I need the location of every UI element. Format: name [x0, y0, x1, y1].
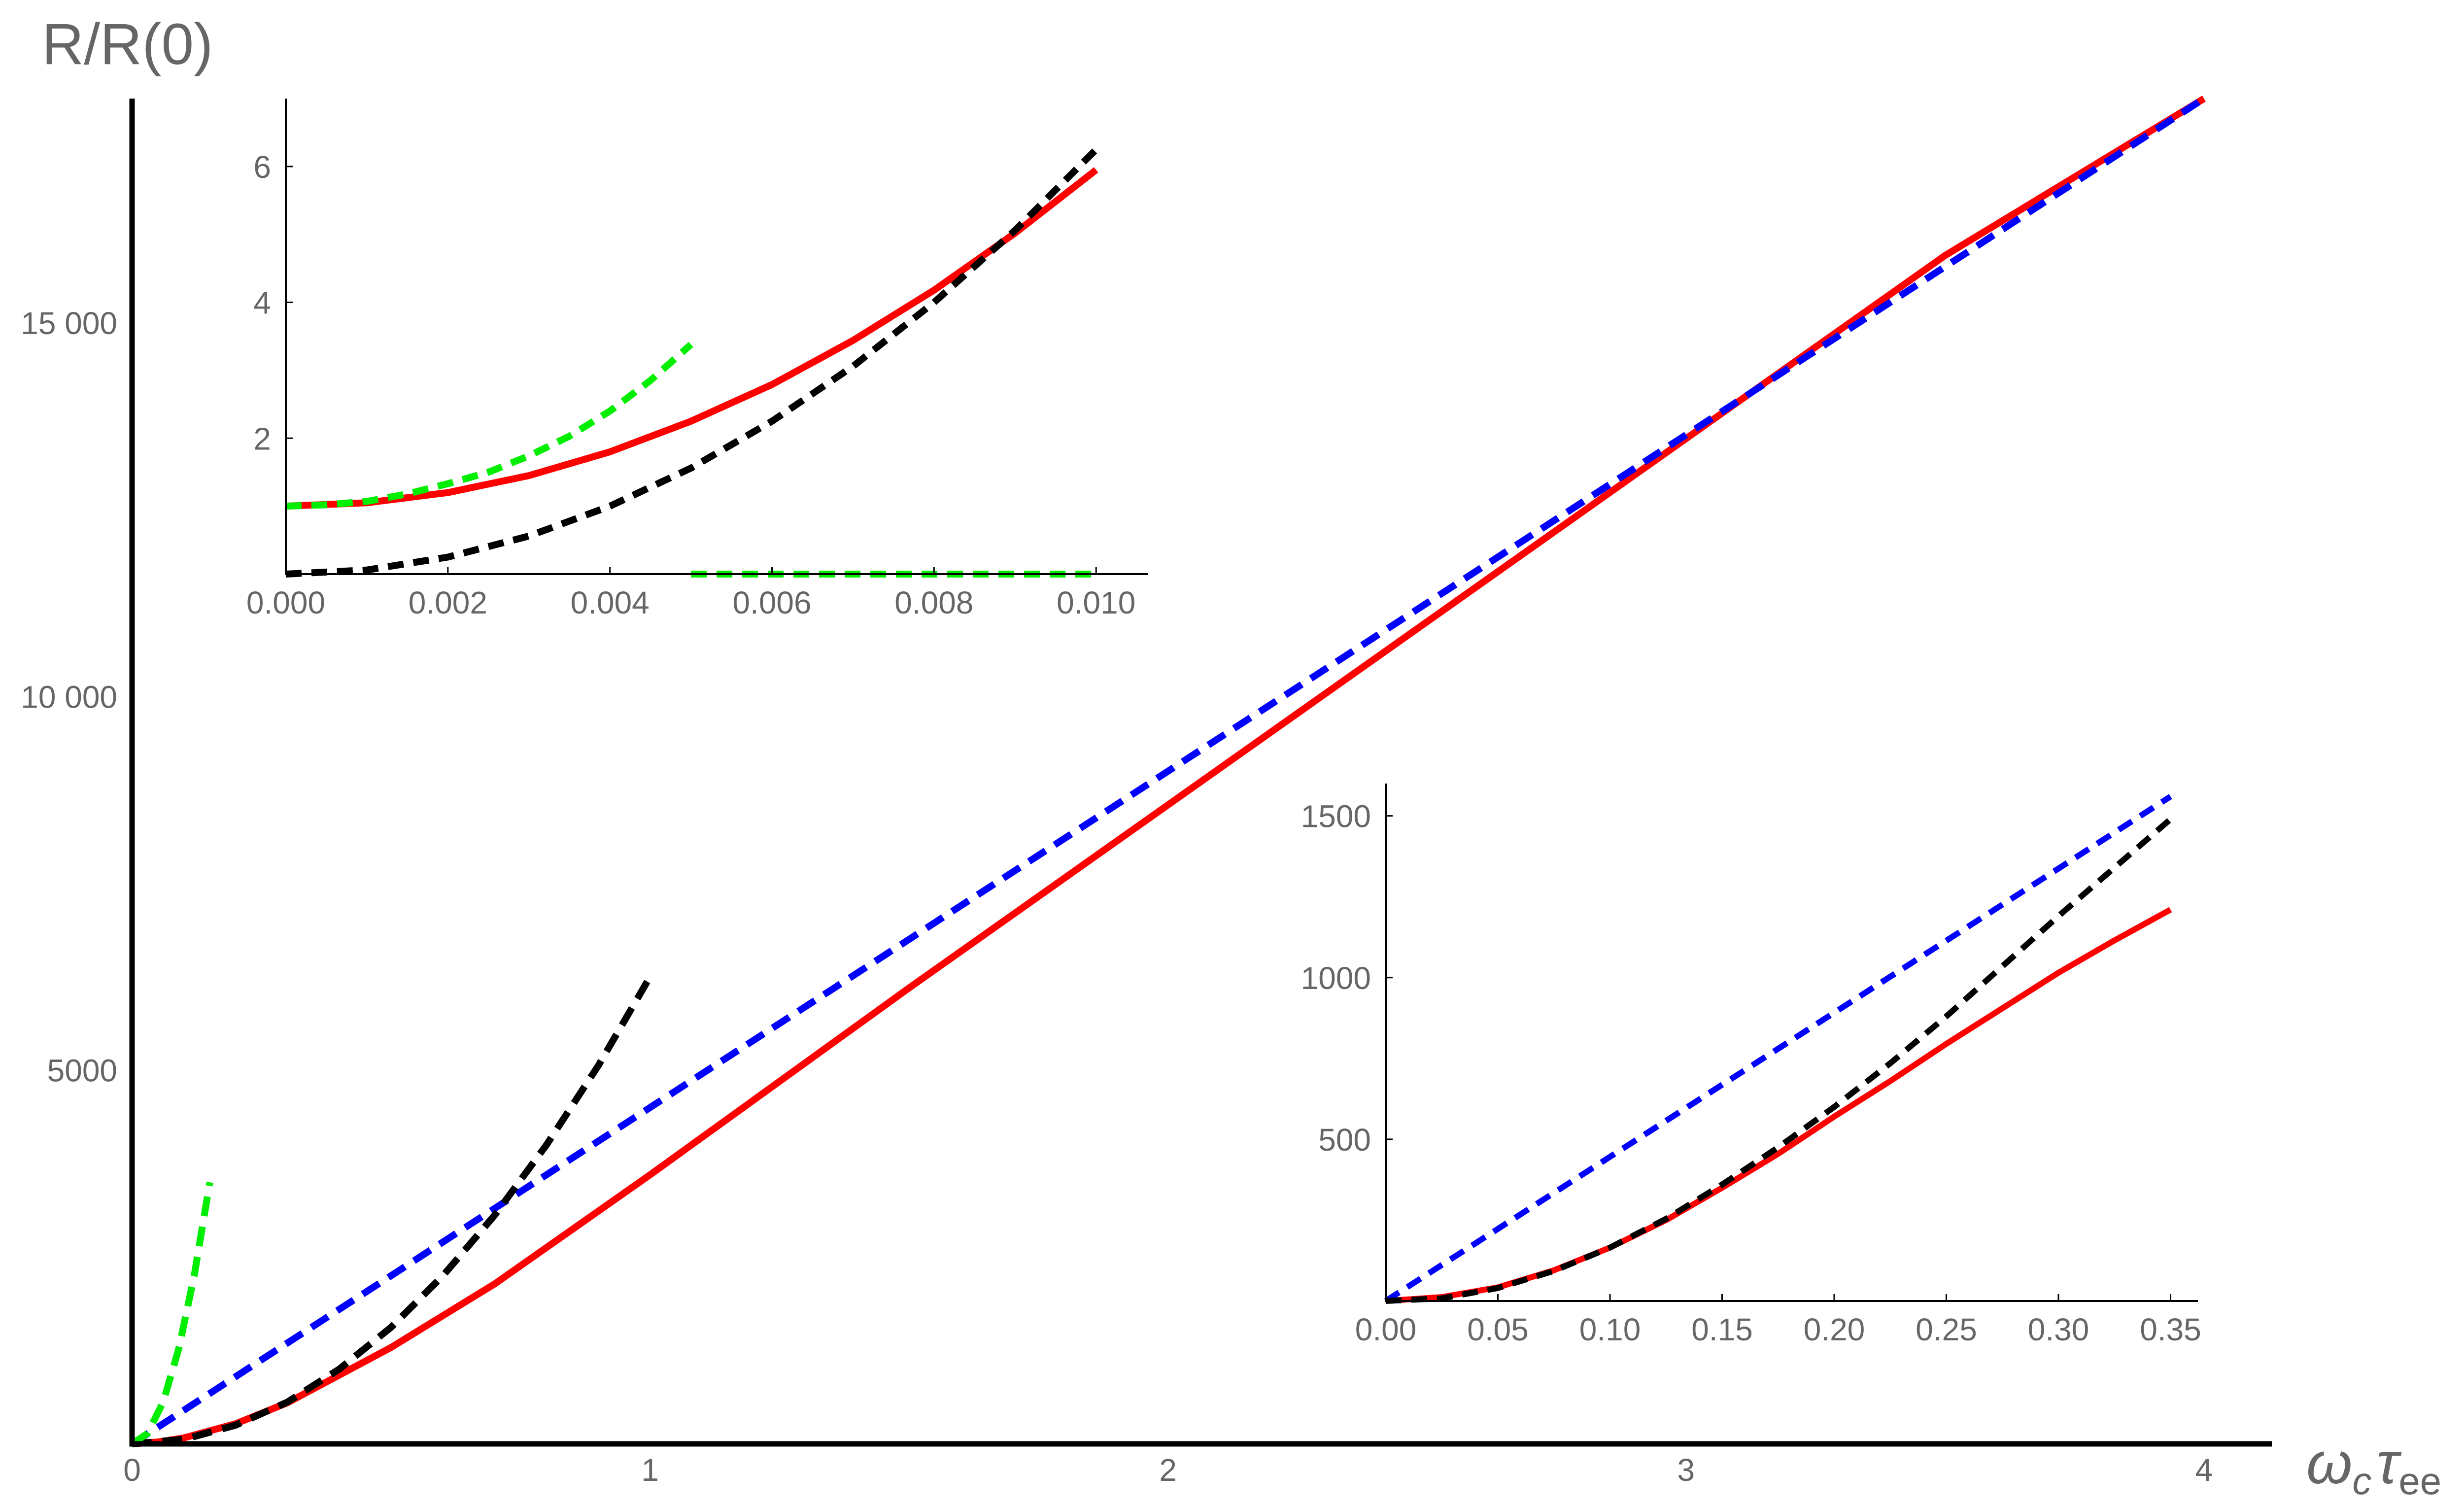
y-tick-label: 15 000 [21, 306, 117, 341]
y-tick-label: 10 000 [21, 679, 117, 715]
x-axis-title: ωcτee [2306, 1430, 2441, 1503]
x-tick-label: 1 [641, 1452, 659, 1488]
x-tick-label: 0.000 [246, 585, 325, 620]
series-line-1 [130, 96, 2206, 1447]
x-tick-label: 0.008 [894, 585, 973, 620]
x-tick-label: 0.20 [1804, 1312, 1865, 1347]
x-tick-label: 0.006 [732, 585, 811, 620]
x-tick-label: 0.10 [1579, 1312, 1641, 1347]
y-tick-label: 500 [1318, 1122, 1371, 1158]
series-group [130, 96, 2206, 1447]
main-plot: 0 1 2 3 4 5000 10 000 15 000 R/R(0) ωcτee [21, 12, 2441, 1503]
y-tick-label: 2 [253, 421, 271, 456]
x-tick-label: 0.35 [2140, 1312, 2201, 1347]
x-tick-label: 0.00 [1355, 1312, 1417, 1347]
y-tick-label: 5000 [47, 1053, 117, 1089]
series-line-2 [1385, 817, 2173, 1304]
y-tick-label: 6 [253, 149, 271, 185]
series-group [285, 147, 1099, 578]
x-tick-label: 0.004 [571, 585, 650, 620]
x-tick-label: 2 [1159, 1452, 1177, 1488]
x-tick-label: 0.002 [409, 585, 487, 620]
axes: 0.000 0.002 0.004 0.006 0.008 0.010 2 4 6 [246, 99, 1148, 620]
x-tick-label: 0.010 [1057, 585, 1135, 620]
x-tick-label: 3 [1677, 1452, 1695, 1488]
series-group [1384, 794, 2173, 1304]
x-tick-label: 0.05 [1467, 1312, 1529, 1347]
y-tick-label: 1000 [1301, 960, 1371, 996]
series-line-1 [1384, 794, 2172, 1304]
inset-bottom-right: 0.00 0.05 0.10 0.15 0.20 0.25 0.30 0.35 500 1000 1… [1301, 784, 2201, 1347]
series-line-0 [1385, 907, 2172, 1304]
y-tick-label: 1500 [1301, 799, 1371, 834]
inset-top-left: 0.000 0.002 0.004 0.006 0.008 0.010 2 4 6 [246, 99, 1148, 620]
x-tick-label: 0.30 [2028, 1312, 2089, 1347]
axes: 0.00 0.05 0.10 0.15 0.20 0.25 0.30 0.35 500 1000 1… [1301, 784, 2201, 1347]
y-axis-title: R/R(0) [42, 12, 213, 77]
axes: 0 1 2 3 4 5000 10 000 15 000 R/R(0) ωcτee [21, 12, 2441, 1503]
series-line-0 [285, 167, 1098, 510]
series-line-2 [285, 342, 693, 510]
series-line-1 [285, 147, 1099, 578]
x-tick-label: 0 [123, 1452, 141, 1488]
x-tick-label: 0.15 [1691, 1312, 1753, 1347]
series-line-2 [132, 975, 653, 1447]
series-line-3 [130, 1182, 213, 1447]
x-tick-label: 0.25 [1916, 1312, 1977, 1347]
x-tick-label: 4 [2195, 1452, 2213, 1488]
y-tick-label: 4 [253, 285, 271, 321]
